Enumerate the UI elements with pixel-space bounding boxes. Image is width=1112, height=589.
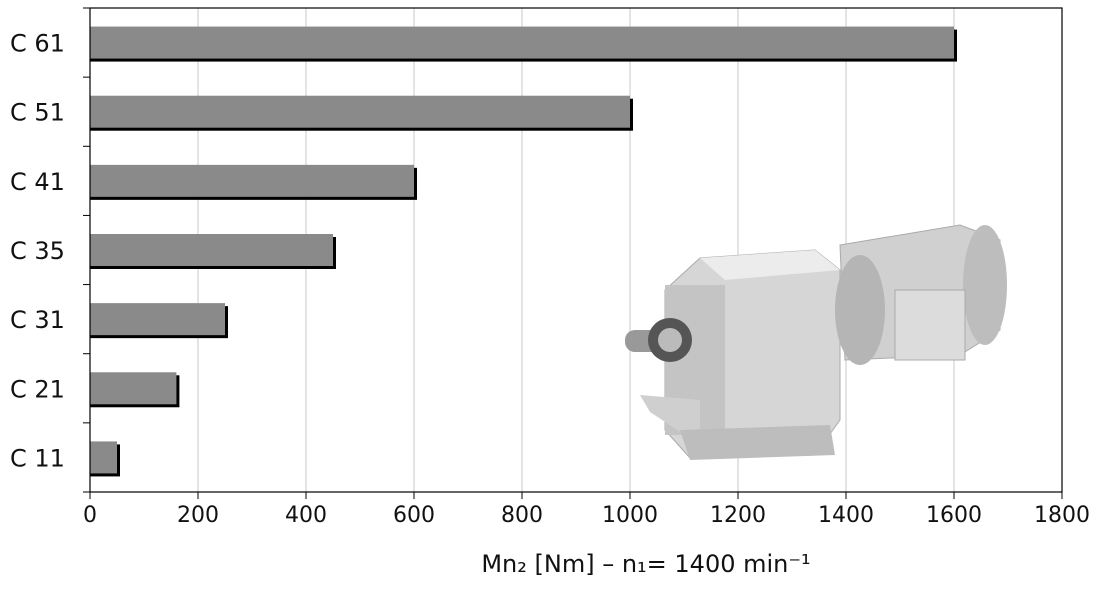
y-tick-label: C 41 <box>10 168 65 196</box>
x-tick-label: 400 <box>285 503 327 528</box>
y-tick-label: C 35 <box>10 237 65 265</box>
x-tick-label: 0 <box>83 503 97 528</box>
bar <box>90 441 117 473</box>
y-tick-label: C 61 <box>10 30 65 58</box>
x-tick-label: 600 <box>393 503 435 528</box>
y-tick-label: C 11 <box>10 444 65 472</box>
bar <box>90 303 225 335</box>
y-tick-label: C 51 <box>10 99 65 127</box>
x-axis-title: Mn₂ [Nm] – n₁= 1400 min⁻¹ <box>481 550 810 578</box>
bar <box>90 372 176 404</box>
y-tick-label: C 21 <box>10 375 65 403</box>
bar <box>90 96 630 128</box>
bar <box>90 234 333 266</box>
x-tick-label: 1600 <box>926 503 982 528</box>
x-tick-label: 1200 <box>710 503 766 528</box>
x-tick-label: 1400 <box>818 503 874 528</box>
chart: 0 200 400 600 800 1000 1200 1400 1600 1800 C 61 C 5… <box>0 0 1112 585</box>
bar <box>90 165 414 197</box>
x-tick-label: 1000 <box>602 503 658 528</box>
x-tick-label: 800 <box>501 503 543 528</box>
gearmotor-illustration <box>625 225 1007 460</box>
x-tick-label: 1800 <box>1034 503 1090 528</box>
y-tick-label: C 31 <box>10 306 65 334</box>
page: {"chart_data": {"type": "bar", "orientat… <box>0 0 1112 589</box>
bar <box>90 27 954 59</box>
x-tick-label: 200 <box>177 503 219 528</box>
